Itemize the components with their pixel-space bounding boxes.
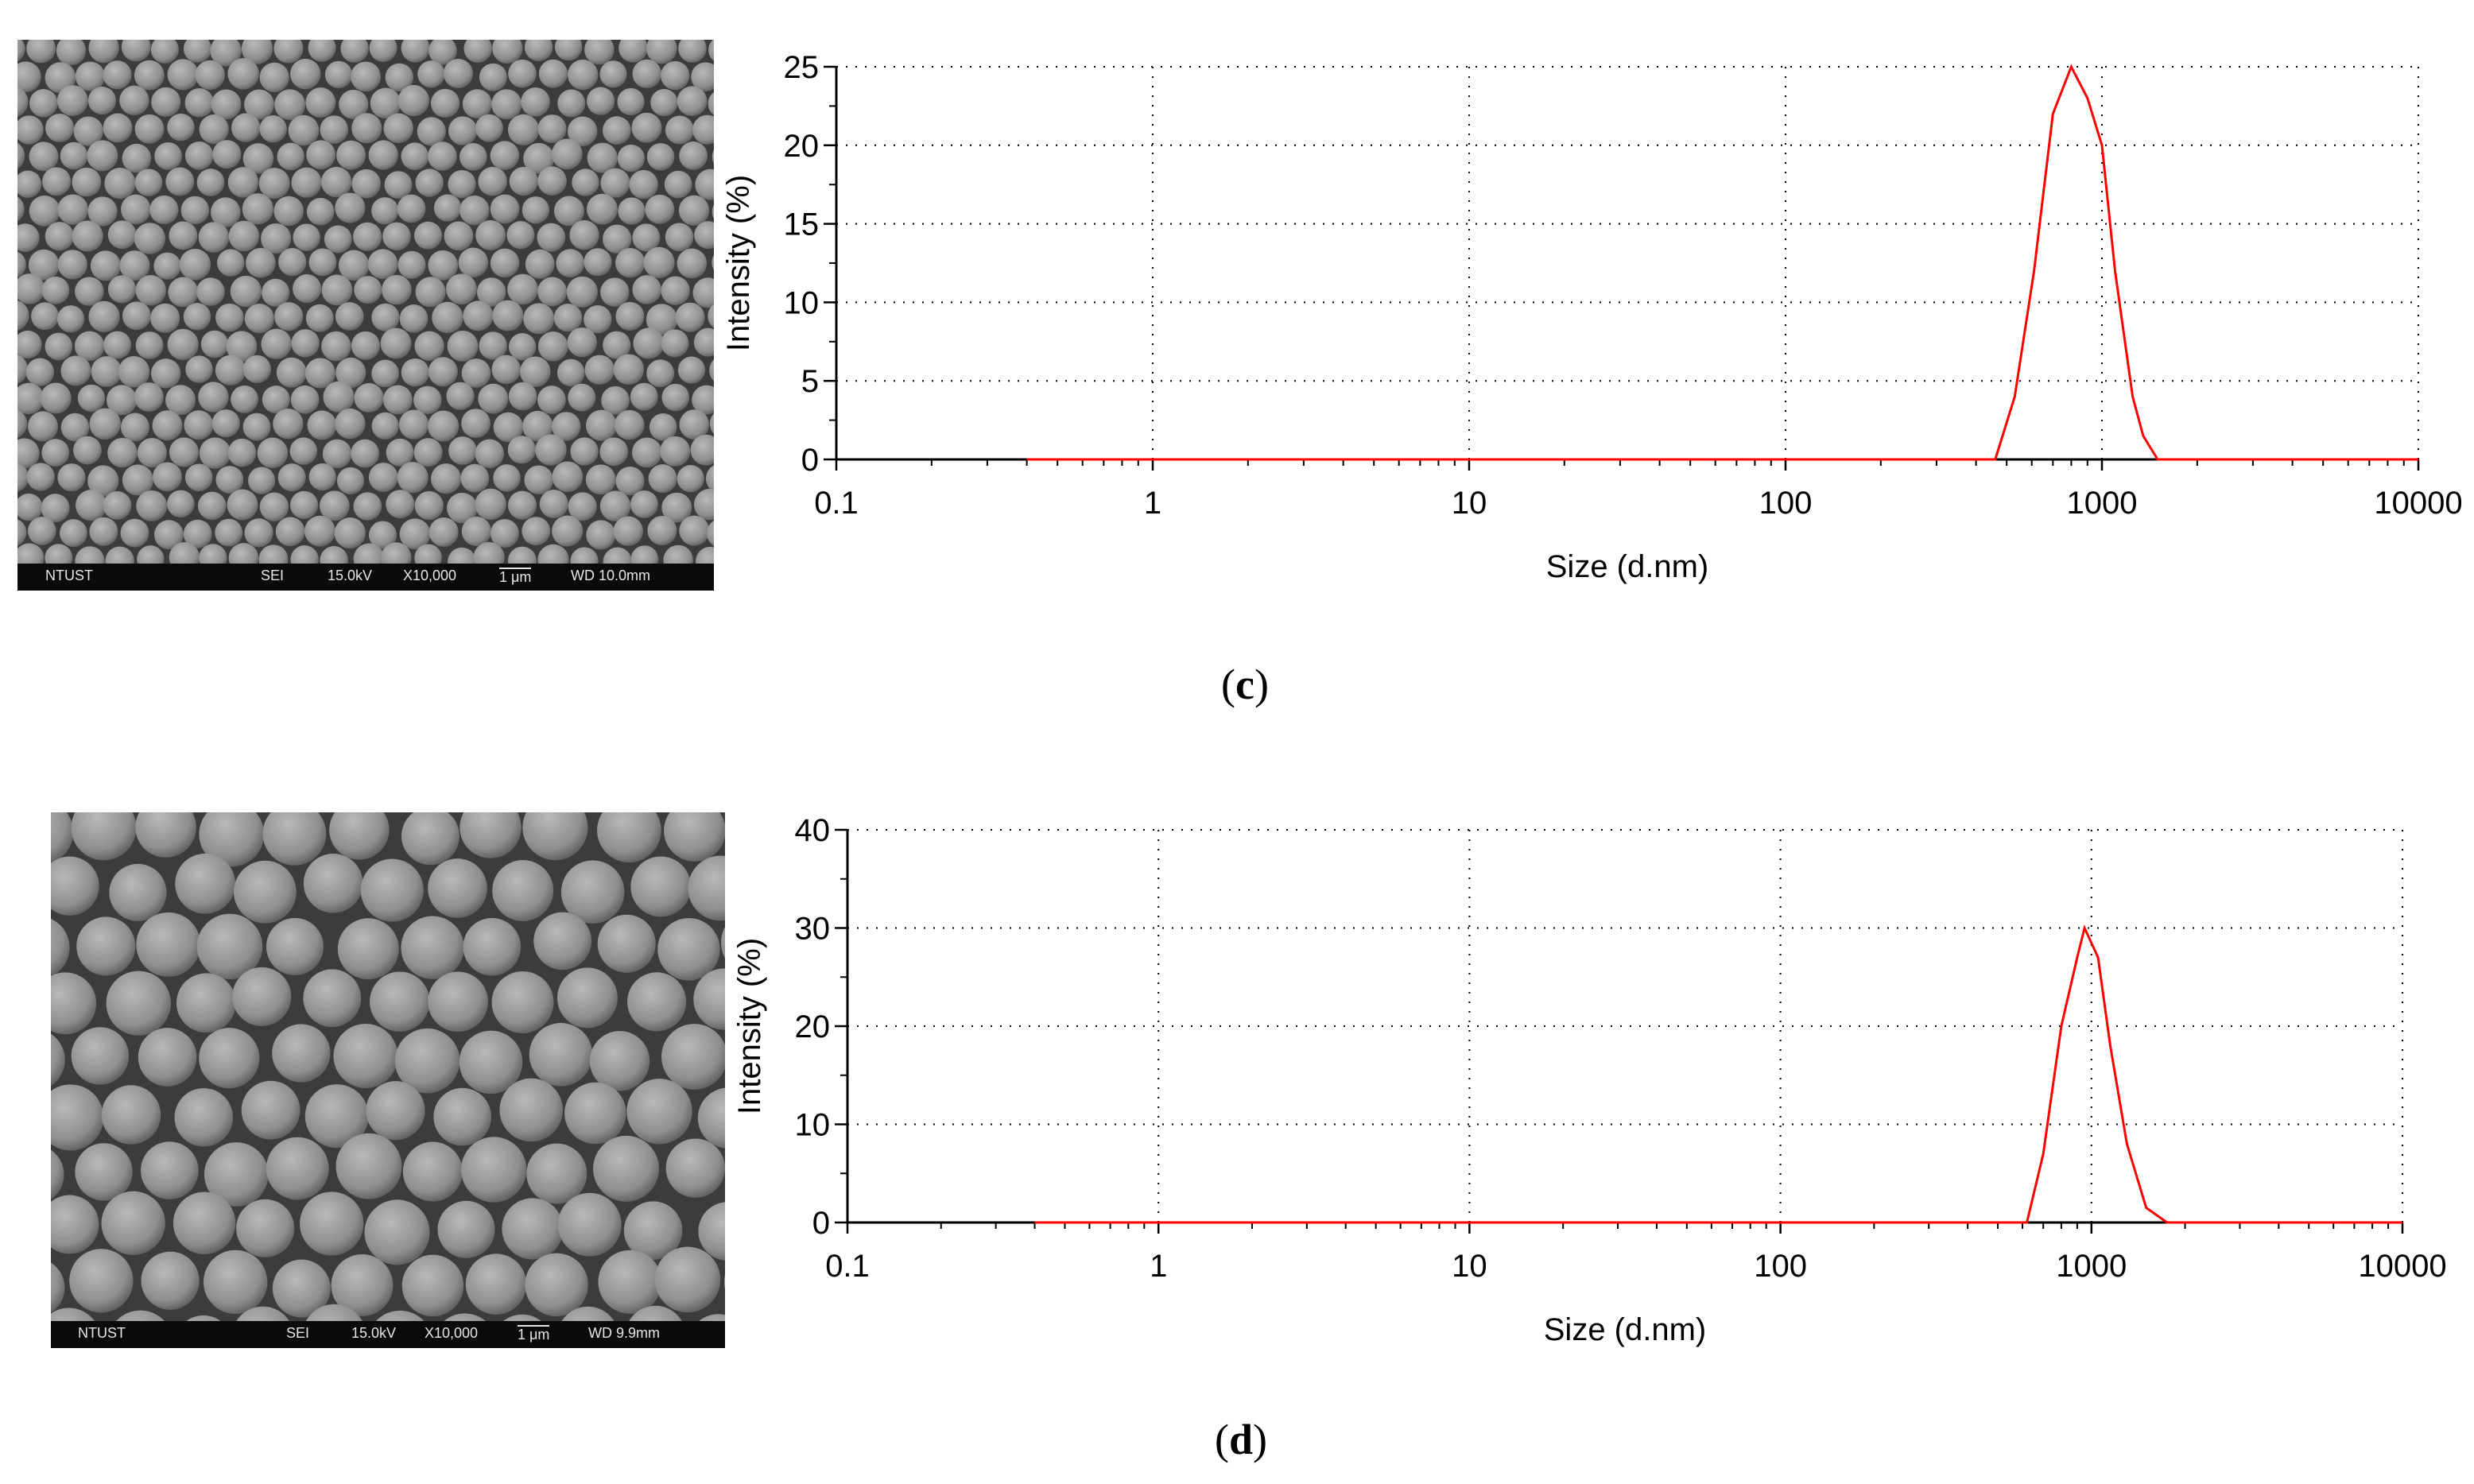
- sem-voltage: 15.0kV: [328, 568, 373, 583]
- sem-scale-bar: 1 μm: [518, 1325, 550, 1343]
- y-tick-label: 0: [801, 443, 819, 478]
- x-tick-label: 10: [1452, 1249, 1487, 1284]
- x-tick-label: 100: [1754, 1249, 1807, 1284]
- sem-working-distance: WD 10.0mm: [571, 568, 651, 583]
- y-tick-label: 0: [812, 1206, 830, 1241]
- x-tick-label: 1000: [2056, 1249, 2127, 1284]
- y-axis-label: Intensity (%): [732, 938, 767, 1114]
- x-tick-label: 10000: [2358, 1249, 2446, 1284]
- y-tick-label: 20: [784, 129, 820, 164]
- sem-magnification: X10,000: [425, 1325, 479, 1341]
- sem-image-c: NTUST SEI 15.0kV X10,000 1 μm WD 10.0mm: [17, 40, 714, 591]
- sem-micrograph-c: [17, 40, 714, 564]
- x-tick-label: 10000: [2374, 486, 2462, 521]
- y-tick-label: 10: [784, 285, 820, 320]
- y-tick-label: 40: [795, 813, 831, 848]
- y-axis-label: Intensity (%): [721, 175, 756, 351]
- x-tick-label: 100: [1759, 486, 1813, 521]
- y-tick-label: 15: [784, 207, 820, 242]
- sem-lab: NTUST: [45, 568, 93, 583]
- sem-mode: SEI: [261, 568, 285, 583]
- y-tick-label: 10: [795, 1108, 831, 1143]
- series-line-0: [1026, 64, 2418, 461]
- sem-working-distance: WD 9.9mm: [588, 1325, 660, 1341]
- x-tick-label: 1000: [2067, 486, 2138, 521]
- dls-chart-c: 0 5 10 15 20 25 0.1 1 10 100 1000 10000 Size (d.nm) I…: [721, 50, 2463, 584]
- sem-info-bar-d: NTUST SEI 15.0kV X10,000 1 μm WD 9.9mm: [51, 1321, 725, 1348]
- sem-lab: NTUST: [78, 1325, 126, 1341]
- x-tick-label: 1: [1150, 1249, 1167, 1284]
- sem-scale-bar: 1 μm: [499, 568, 532, 585]
- y-tick-label: 25: [784, 50, 820, 85]
- x-tick-label: 10: [1452, 486, 1487, 521]
- panel-label-d: (d): [1215, 1416, 1268, 1463]
- series-line-0: [1034, 924, 2402, 1224]
- sem-micrograph-d: [51, 812, 725, 1321]
- panel-label-c: (c): [1221, 661, 1269, 708]
- x-axis-label: Size (d.nm): [1544, 1312, 1707, 1347]
- x-axis-label: Size (d.nm): [1546, 549, 1709, 584]
- sem-mode: SEI: [286, 1325, 310, 1341]
- dls-chart-d: 0 10 20 30 40 0.1 1 10 100 1000 10000 Size (d.nm) In…: [732, 813, 2447, 1347]
- y-tick-label: 5: [801, 364, 819, 399]
- y-tick-label: 20: [795, 1009, 831, 1044]
- sem-voltage: 15.0kV: [351, 1325, 397, 1341]
- x-tick-label: 1: [1144, 486, 1161, 521]
- y-tick-label: 30: [795, 912, 831, 947]
- sem-magnification: X10,000: [403, 568, 457, 583]
- x-tick-label: 0.1: [814, 486, 859, 521]
- sem-image-d: NTUST SEI 15.0kV X10,000 1 μm WD 9.9mm: [51, 812, 725, 1348]
- sem-info-bar-c: NTUST SEI 15.0kV X10,000 1 μm WD 10.0mm: [17, 564, 714, 591]
- x-tick-label: 0.1: [825, 1249, 870, 1284]
